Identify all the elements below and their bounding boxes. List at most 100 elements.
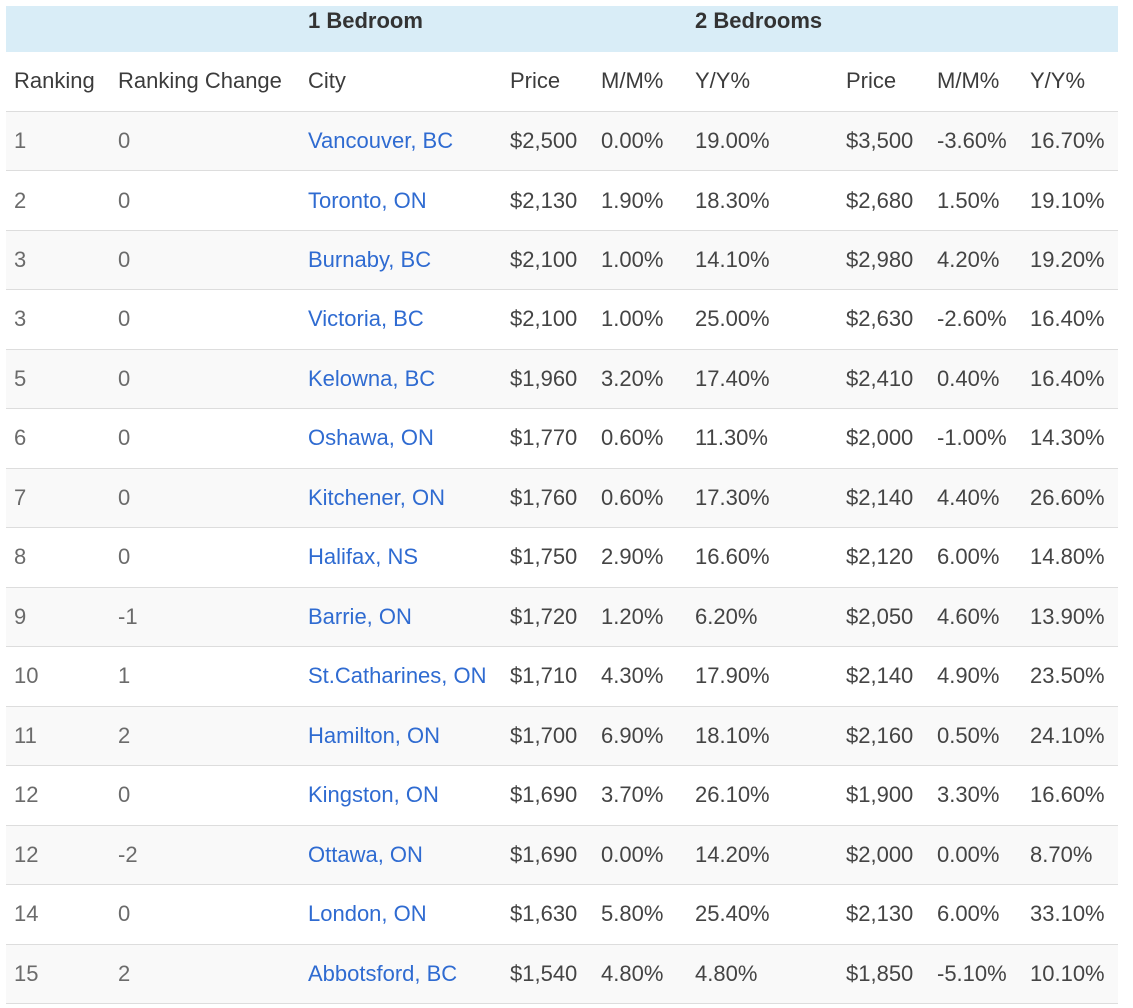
two-bedrooms-mm-cell: 4.60% bbox=[937, 603, 1000, 629]
one-bedroom-mm-cell: 0.60% bbox=[601, 425, 664, 451]
one-bedroom-mm-cell: 0.60% bbox=[601, 484, 664, 510]
city-cell: Toronto, ON bbox=[300, 188, 502, 214]
city-cell: Halifax, NS bbox=[300, 544, 502, 570]
two-bedrooms-mm-cell: 4.20% bbox=[937, 246, 1000, 272]
column-header-two-bedrooms-mm[interactable]: M/M% bbox=[937, 68, 1000, 94]
one-bedroom-yy-cell: 6.20% bbox=[695, 603, 758, 629]
group-header-spacer bbox=[502, 6, 593, 7]
city-cell: Burnaby, BC bbox=[300, 247, 502, 273]
city-link[interactable]: St.Catharines, ON bbox=[308, 663, 487, 689]
city-cell: London, ON bbox=[300, 901, 502, 927]
one-bedroom-price-cell: $1,750 bbox=[510, 544, 578, 570]
table-row: 6 0 Oshawa, ON $1,770 0.60% 11.30% $2,00… bbox=[6, 409, 1118, 469]
ranking-change-cell: 2 bbox=[118, 722, 131, 748]
city-link[interactable]: Ottawa, ON bbox=[308, 841, 423, 867]
group-header-one-bedroom: 1 Bedroom bbox=[308, 8, 423, 33]
column-header-two-bedrooms-yy[interactable]: Y/Y% bbox=[1030, 68, 1086, 94]
column-header-one-bedroom-yy[interactable]: Y/Y% bbox=[695, 68, 751, 94]
city-link[interactable]: Halifax, NS bbox=[308, 544, 419, 570]
ranking-change-cell: 0 bbox=[118, 901, 131, 927]
two-bedrooms-mm-cell: 4.90% bbox=[937, 663, 1000, 689]
city-cell: Barrie, ON bbox=[300, 604, 502, 630]
table-row: 1 0 Vancouver, BC $2,500 0.00% 19.00% $3… bbox=[6, 112, 1118, 172]
group-header-spacer bbox=[6, 6, 110, 7]
two-bedrooms-mm-cell: 0.40% bbox=[937, 365, 1000, 391]
city-link[interactable]: Kitchener, ON bbox=[308, 484, 445, 510]
ranking-cell: 1 bbox=[14, 128, 27, 154]
group-header-spacer bbox=[110, 6, 300, 7]
ranking-cell: 8 bbox=[14, 544, 27, 570]
table-row: 5 0 Kelowna, BC $1,960 3.20% 17.40% $2,4… bbox=[6, 349, 1118, 410]
two-bedrooms-mm-cell: 3.30% bbox=[937, 782, 1000, 808]
ranking-change-cell: 2 bbox=[118, 960, 131, 986]
column-header-ranking-change[interactable]: Ranking Change bbox=[118, 68, 282, 94]
two-bedrooms-price-cell: $3,500 bbox=[846, 128, 914, 154]
two-bedrooms-price-cell: $2,130 bbox=[846, 901, 914, 927]
city-link[interactable]: Burnaby, BC bbox=[308, 246, 432, 272]
city-cell: Hamilton, ON bbox=[300, 723, 502, 749]
city-link[interactable]: Abbotsford, BC bbox=[308, 960, 458, 986]
one-bedroom-price-cell: $1,960 bbox=[510, 365, 578, 391]
one-bedroom-yy-cell: 17.40% bbox=[695, 365, 770, 391]
ranking-change-cell: 0 bbox=[118, 544, 131, 570]
column-header-row: Ranking Ranking Change City Price M/M% Y… bbox=[6, 52, 1118, 112]
one-bedroom-yy-cell: 17.30% bbox=[695, 484, 770, 510]
table-row: 3 0 Burnaby, BC $2,100 1.00% 14.10% $2,9… bbox=[6, 230, 1118, 291]
two-bedrooms-yy-cell: 33.10% bbox=[1030, 901, 1105, 927]
ranking-cell: 9 bbox=[14, 603, 27, 629]
one-bedroom-mm-cell: 1.00% bbox=[601, 306, 664, 332]
one-bedroom-mm-cell: 4.30% bbox=[601, 663, 664, 689]
ranking-cell: 6 bbox=[14, 425, 27, 451]
city-link[interactable]: Vancouver, BC bbox=[308, 128, 454, 154]
city-link[interactable]: London, ON bbox=[308, 901, 427, 927]
city-link[interactable]: Barrie, ON bbox=[308, 603, 412, 629]
table-row: 12 -2 Ottawa, ON $1,690 0.00% 14.20% $2,… bbox=[6, 825, 1118, 886]
one-bedroom-price-cell: $2,500 bbox=[510, 128, 578, 154]
two-bedrooms-price-cell: $1,850 bbox=[846, 960, 914, 986]
one-bedroom-mm-cell: 1.20% bbox=[601, 603, 664, 629]
two-bedrooms-mm-cell: 1.50% bbox=[937, 187, 1000, 213]
two-bedrooms-mm-cell: -5.10% bbox=[937, 960, 1007, 986]
one-bedroom-price-cell: $1,770 bbox=[510, 425, 578, 451]
two-bedrooms-yy-cell: 14.30% bbox=[1030, 425, 1105, 451]
ranking-cell: 15 bbox=[14, 960, 39, 986]
city-cell: Kelowna, BC bbox=[300, 366, 502, 392]
column-header-one-bedroom-mm[interactable]: M/M% bbox=[601, 68, 664, 94]
ranking-cell: 12 bbox=[14, 782, 39, 808]
table-row: 15 2 Abbotsford, BC $1,540 4.80% 4.80% $… bbox=[6, 944, 1118, 1005]
two-bedrooms-yy-cell: 14.80% bbox=[1030, 544, 1105, 570]
column-header-ranking[interactable]: Ranking bbox=[14, 68, 95, 94]
table-row: 8 0 Halifax, NS $1,750 2.90% 16.60% $2,1… bbox=[6, 528, 1118, 588]
one-bedroom-price-cell: $1,700 bbox=[510, 722, 578, 748]
column-header-two-bedrooms-price[interactable]: Price bbox=[846, 68, 897, 94]
two-bedrooms-price-cell: $1,900 bbox=[846, 782, 914, 808]
two-bedrooms-yy-cell: 19.10% bbox=[1030, 187, 1105, 213]
city-link[interactable]: Kelowna, BC bbox=[308, 365, 436, 391]
city-link[interactable]: Hamilton, ON bbox=[308, 722, 441, 748]
column-header-one-bedroom-price[interactable]: Price bbox=[510, 68, 561, 94]
table-body: 1 0 Vancouver, BC $2,500 0.00% 19.00% $3… bbox=[6, 112, 1118, 1005]
two-bedrooms-yy-cell: 19.20% bbox=[1030, 246, 1105, 272]
two-bedrooms-yy-cell: 23.50% bbox=[1030, 663, 1105, 689]
ranking-cell: 14 bbox=[14, 901, 39, 927]
one-bedroom-mm-cell: 6.90% bbox=[601, 722, 664, 748]
city-link[interactable]: Oshawa, ON bbox=[308, 425, 434, 451]
one-bedroom-price-cell: $2,130 bbox=[510, 187, 578, 213]
city-link[interactable]: Toronto, ON bbox=[308, 187, 427, 213]
two-bedrooms-mm-cell: 4.40% bbox=[937, 484, 1000, 510]
two-bedrooms-price-cell: $2,630 bbox=[846, 306, 914, 332]
city-link[interactable]: Victoria, BC bbox=[308, 306, 424, 332]
two-bedrooms-price-cell: $2,160 bbox=[846, 722, 914, 748]
one-bedroom-price-cell: $1,540 bbox=[510, 960, 578, 986]
two-bedrooms-yy-cell: 16.40% bbox=[1030, 365, 1105, 391]
ranking-cell: 10 bbox=[14, 663, 39, 689]
column-header-city[interactable]: City bbox=[308, 68, 346, 94]
one-bedroom-yy-cell: 19.00% bbox=[695, 128, 770, 154]
one-bedroom-price-cell: $1,690 bbox=[510, 782, 578, 808]
two-bedrooms-price-cell: $2,000 bbox=[846, 425, 914, 451]
two-bedrooms-mm-cell: 6.00% bbox=[937, 544, 1000, 570]
ranking-cell: 3 bbox=[14, 246, 27, 272]
city-link[interactable]: Kingston, ON bbox=[308, 782, 439, 808]
ranking-cell: 7 bbox=[14, 484, 27, 510]
one-bedroom-mm-cell: 3.20% bbox=[601, 365, 664, 391]
